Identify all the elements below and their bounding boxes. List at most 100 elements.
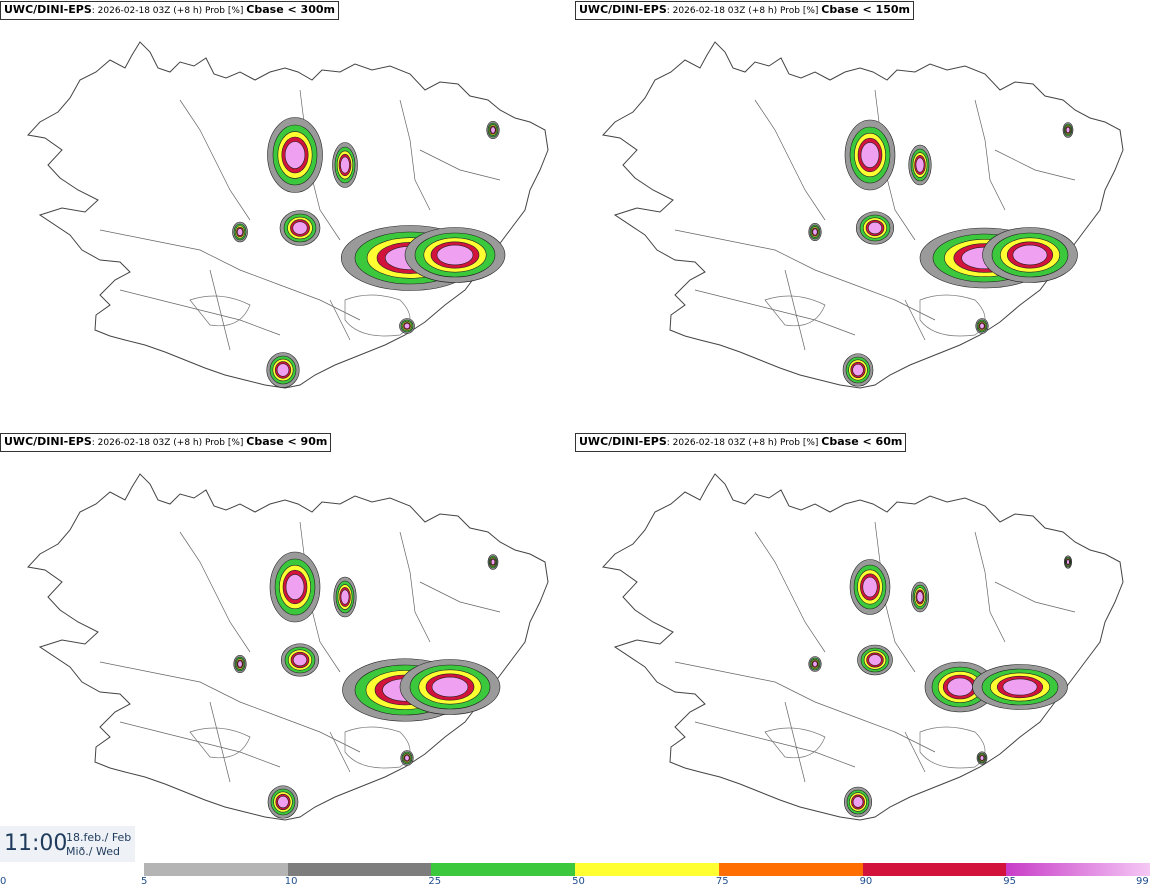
probability-contour: [852, 363, 864, 377]
probability-area: [849, 559, 891, 615]
probability-area: [269, 551, 321, 623]
colorbar-tick-label: 0: [0, 876, 7, 887]
probability-area: [487, 554, 499, 570]
map-panel-cbase-90: UWC/DINI-EPS: 2026-02-18 03Z (+8 h) Prob…: [0, 432, 575, 864]
iceland-map: [27, 473, 549, 821]
boundary-line: [904, 731, 926, 773]
probability-contour: [852, 796, 864, 808]
colorbar-segment: [287, 863, 432, 876]
probability-area: [332, 142, 358, 188]
probability-contour: [284, 141, 306, 169]
contour-line: [764, 727, 826, 759]
boundary-line: [399, 99, 431, 211]
probability-area: [855, 211, 895, 245]
probability-area: [333, 576, 357, 618]
contour-line: [189, 295, 251, 327]
probability-area: [486, 120, 500, 140]
probability-area: [975, 318, 989, 334]
probability-colorbar: [144, 863, 1150, 876]
probability-contour: [812, 661, 818, 668]
probability-contour: [340, 589, 350, 605]
probability-contour: [916, 591, 924, 603]
probability-area: [808, 656, 822, 672]
probability-contour: [860, 142, 880, 168]
probability-area: [280, 643, 320, 677]
contour-line: [189, 727, 251, 759]
colorbar-tick-label: 99: [1136, 876, 1149, 887]
probability-contour: [490, 559, 496, 566]
probability-area: [400, 750, 414, 766]
boundary-line: [674, 661, 936, 753]
probability-area: [232, 221, 248, 243]
probability-area: [399, 659, 501, 715]
colorbar-segment: [575, 863, 720, 876]
iceland-map: [602, 473, 1124, 821]
boundary-line: [329, 731, 351, 773]
panel-title: UWC/DINI-EPS: 2026-02-18 03Z (+8 h) Prob…: [0, 433, 332, 452]
probability-contour: [403, 322, 410, 329]
boundary-line: [784, 701, 806, 783]
colorbar-segment: [144, 863, 289, 876]
boundary-line: [329, 299, 351, 341]
model-name: UWC/DINI-EPS: [579, 435, 667, 448]
colorbar-tick-label: 50: [572, 876, 585, 887]
probability-contour: [436, 244, 474, 266]
variable-name: Cbase < 90m: [246, 435, 328, 448]
run-info: : 2026-02-18 03Z (+8 h) Prob [%]: [91, 438, 247, 448]
panel-title: UWC/DINI-EPS: 2026-02-18 03Z (+8 h) Prob…: [575, 1, 914, 20]
map-panel-cbase-150: UWC/DINI-EPS: 2026-02-18 03Z (+8 h) Prob…: [575, 0, 1150, 432]
boundary-line: [674, 229, 936, 321]
run-info: : 2026-02-18 03Z (+8 h) Prob [%]: [666, 438, 822, 448]
probability-area: [910, 581, 930, 613]
boundary-line: [904, 299, 926, 341]
probability-area: [1063, 555, 1073, 569]
run-info: : 2026-02-18 03Z (+8 h) Prob [%]: [666, 6, 822, 16]
probability-area: [982, 227, 1078, 283]
boundary-line: [694, 721, 856, 768]
colorbar-segment: [718, 863, 864, 876]
probability-area: [857, 644, 893, 676]
probability-contour: [867, 221, 883, 235]
colorbar-tick-label: 95: [1003, 876, 1017, 887]
valid-time-box: 11:00 18.feb./ Feb Mið./ Wed: [0, 826, 135, 862]
colorbar-tick-label: 90: [859, 876, 873, 887]
boundary-line: [419, 581, 501, 613]
probability-contour: [404, 754, 410, 761]
variable-name: Cbase < 150m: [821, 3, 910, 16]
boundary-line: [99, 661, 361, 753]
colorbar-tick-label: 5: [141, 876, 148, 887]
probability-area: [279, 210, 321, 246]
boundary-line: [119, 721, 281, 768]
probability-contour: [237, 228, 244, 236]
probability-contour: [292, 221, 308, 235]
boundary-line: [994, 149, 1076, 181]
coastline: [27, 473, 549, 821]
probability-contour: [862, 576, 878, 598]
probability-area: [843, 786, 873, 818]
boundary-line: [754, 531, 826, 653]
variable-name: Cbase < 300m: [246, 3, 335, 16]
colorbar-tick-label: 25: [428, 876, 442, 887]
valid-weekday: Mið./ Wed: [66, 845, 120, 858]
probability-contour: [979, 322, 985, 329]
colorbar-segment: [1006, 863, 1150, 876]
boundary-line: [179, 531, 251, 653]
probability-contour: [1065, 127, 1071, 134]
probability-contour: [979, 755, 985, 761]
probability-contour: [915, 157, 925, 173]
coastline: [602, 41, 1124, 389]
probability-contour: [277, 795, 289, 809]
valid-time: 11:00: [4, 831, 68, 856]
probability-area: [908, 144, 932, 186]
probability-area: [267, 117, 323, 193]
model-name: UWC/DINI-EPS: [4, 435, 92, 448]
probability-contour: [276, 363, 290, 377]
map-panel-cbase-60: UWC/DINI-EPS: 2026-02-18 03Z (+8 h) Prob…: [575, 432, 1150, 864]
model-name: UWC/DINI-EPS: [4, 3, 92, 16]
panel-title: UWC/DINI-EPS: 2026-02-18 03Z (+8 h) Prob…: [575, 433, 907, 452]
colorbar-tick-label: 10: [284, 876, 298, 887]
probability-contour: [490, 126, 496, 134]
boundary-line: [784, 269, 806, 351]
boundary-line: [994, 581, 1076, 613]
probability-area: [404, 227, 506, 283]
